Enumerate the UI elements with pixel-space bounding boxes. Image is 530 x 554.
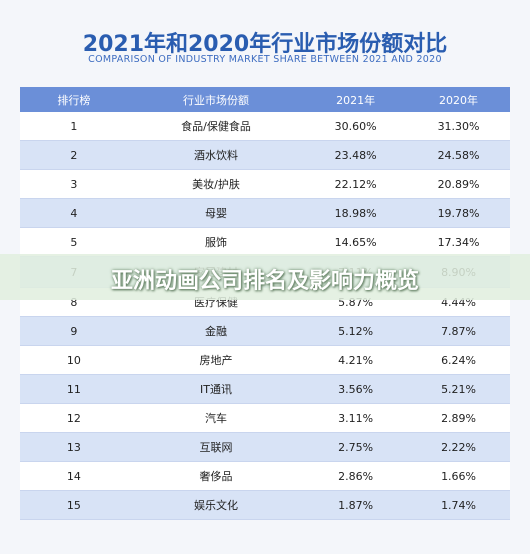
table-cell: 3 (20, 169, 128, 199)
table-cell: 10 (20, 345, 128, 375)
table-row: 9 金融 5.12% 7.87% (20, 316, 510, 346)
table-cell: 2.22% (407, 432, 510, 462)
title: 2021年和2020年行业市场份额对比 (82, 32, 448, 57)
table-cell: 9 (20, 316, 128, 346)
table-cell: 4 (20, 198, 128, 228)
table-row: 4 母婴 18.98% 19.78% (20, 198, 510, 228)
column-header: 排行榜 (20, 87, 128, 112)
table-cell: 19.78% (407, 198, 510, 228)
table-cell: 17.34% (407, 227, 510, 257)
table-cell: 20.89% (407, 169, 510, 199)
table-row: 5 服饰 14.65% 17.34% (20, 227, 510, 257)
banner-text: 亚洲动画公司排名及影响力概览 (110, 269, 419, 294)
table-cell: 1.87% (304, 490, 408, 520)
table-cell: 2.75% (304, 432, 408, 462)
column-header: 2020年 (407, 87, 510, 112)
table-cell: 5 (20, 227, 128, 257)
table-cell: 5.12% (304, 316, 408, 346)
table-cell: 13 (20, 432, 128, 462)
table-cell: 5.21% (407, 374, 510, 404)
table-cell: 31.30% (407, 112, 510, 141)
table: 排行榜 行业市场份额 2021年 2020年 1 食品/保健食品 30.60% 31.30%… (20, 87, 510, 520)
table-cell: 24.58% (407, 140, 510, 170)
table-cell: 18.98% (304, 198, 408, 228)
table-cell: 金融 (127, 316, 305, 346)
column-header: 2021年 (304, 87, 408, 112)
table-cell: IT通讯 (127, 374, 305, 404)
table-cell: 6.24% (407, 345, 510, 375)
table-cell: 11 (20, 374, 128, 404)
table-cell: 2 (20, 140, 128, 170)
table-cell: 2.89% (407, 403, 510, 433)
table-cell: 互联网 (127, 432, 305, 462)
table-cell: 23.48% (304, 140, 408, 170)
table-cell: 1 (20, 112, 128, 141)
table-cell: 房地产 (127, 345, 305, 375)
table-row: 1 食品/保健食品 30.60% 31.30% (20, 112, 510, 141)
table-cell: 15 (20, 490, 128, 520)
table-row: 10 房地产 4.21% 6.24% (20, 345, 510, 375)
table-row: 12 汽车 3.11% 2.89% (20, 403, 510, 433)
table-cell: 14 (20, 461, 128, 491)
table-cell: 7.87% (407, 316, 510, 346)
table-row: 14 奢侈品 2.86% 1.66% (20, 461, 510, 491)
table-cell: 酒水饮料 (127, 140, 305, 170)
table-cell: 美妆/护肤 (127, 169, 305, 199)
table-row: 3 美妆/护肤 22.12% 20.89% (20, 169, 510, 199)
column-header: 行业市场份额 (127, 87, 305, 112)
table-cell: 1.74% (407, 490, 510, 520)
table-row: 2 酒水饮料 23.48% 24.58% (20, 140, 510, 170)
table-cell: 22.12% (304, 169, 408, 199)
table-cell: 娱乐文化 (127, 490, 305, 520)
header-row: 排行榜 行业市场份额 2021年 2020年 (20, 87, 510, 112)
table-cell: 奢侈品 (127, 461, 305, 491)
table-row: 15 娱乐文化 1.87% 1.74% (20, 490, 510, 520)
table-body: 1 食品/保健食品 30.60% 31.30% 2 酒水饮料 23.48% 24.58% 3 美妆… (20, 112, 510, 520)
table-cell: 12 (20, 403, 128, 433)
table-cell: 母婴 (127, 198, 305, 228)
table-cell: 服饰 (127, 227, 305, 257)
subtitle: COMPARISON OF INDUSTRY MARKET SHARE BETW… (88, 54, 442, 65)
table-cell: 汽车 (127, 403, 305, 433)
table-cell: 14.65% (304, 227, 408, 257)
table-cell: 1.66% (407, 461, 510, 491)
table-row: 11 IT通讯 3.56% 5.21% (20, 374, 510, 404)
table-row: 13 互联网 2.75% 2.22% (20, 432, 510, 462)
table-cell: 食品/保健食品 (127, 112, 305, 141)
table-cell: 4.21% (304, 345, 408, 375)
table-cell: 3.56% (304, 374, 408, 404)
banner (0, 254, 530, 300)
table-cell: 30.60% (304, 112, 408, 141)
table-cell: 2.86% (304, 461, 408, 491)
table-cell: 3.11% (304, 403, 408, 433)
